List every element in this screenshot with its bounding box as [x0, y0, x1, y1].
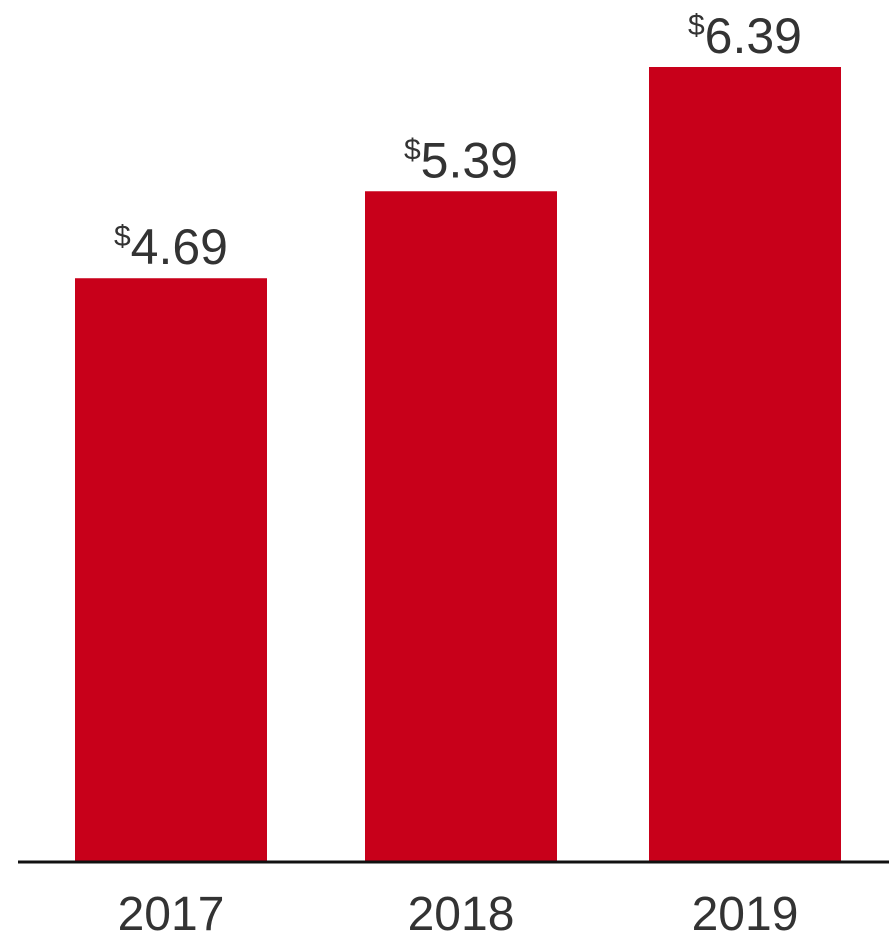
bars-group — [75, 67, 841, 861]
value-label-2019: $6.39 — [688, 8, 802, 64]
x-tick-2017: 2017 — [118, 888, 225, 939]
bar-2017 — [75, 278, 267, 861]
x-tick-labels-group: 2017 2018 2019 — [118, 888, 799, 939]
value-number: 5.39 — [421, 132, 518, 188]
currency-symbol: $ — [114, 220, 131, 253]
value-number: 4.69 — [131, 219, 228, 275]
currency-symbol: $ — [404, 133, 421, 166]
value-label-2017: $4.69 — [114, 219, 228, 275]
value-label-2018: $5.39 — [404, 132, 518, 188]
value-labels-group: $4.69$5.39$6.39 — [114, 8, 802, 275]
value-number: 6.39 — [705, 8, 802, 64]
bar-2018 — [365, 191, 557, 861]
x-tick-2019: 2019 — [692, 888, 799, 939]
x-tick-2018: 2018 — [408, 888, 515, 939]
currency-symbol: $ — [688, 9, 705, 42]
bar-2019 — [649, 67, 841, 861]
